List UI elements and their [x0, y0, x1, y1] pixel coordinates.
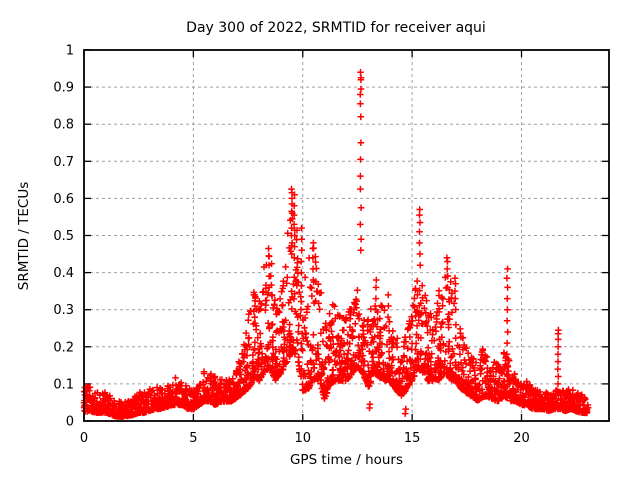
- y-tick-label: 0.4: [53, 266, 74, 281]
- x-tick-label: 20: [513, 431, 530, 446]
- y-tick-label: 0.1: [53, 377, 74, 392]
- y-tick-label: 0.8: [53, 118, 74, 133]
- y-tick-label: 0.7: [53, 155, 74, 170]
- y-tick-label: 0: [66, 415, 74, 430]
- y-tick-label: 0.3: [53, 303, 74, 318]
- x-tick-label: 0: [80, 431, 88, 446]
- plot-border: [83, 49, 610, 422]
- chart-title: Day 300 of 2022, SRMTID for receiver aqu…: [186, 20, 486, 36]
- y-tick-label: 0.5: [53, 229, 74, 244]
- x-axis-label: GPS time / hours: [289, 452, 404, 468]
- y-tick-label: 0.9: [53, 81, 74, 96]
- y-tick-label: 0.6: [53, 192, 74, 207]
- y-tick-label: 1: [66, 44, 74, 59]
- x-tick-label: 10: [294, 431, 311, 446]
- x-tick-label: 5: [189, 431, 197, 446]
- data-points: [80, 69, 592, 420]
- y-tick-label: 0.2: [53, 340, 74, 355]
- x-tick-label: 15: [404, 431, 421, 446]
